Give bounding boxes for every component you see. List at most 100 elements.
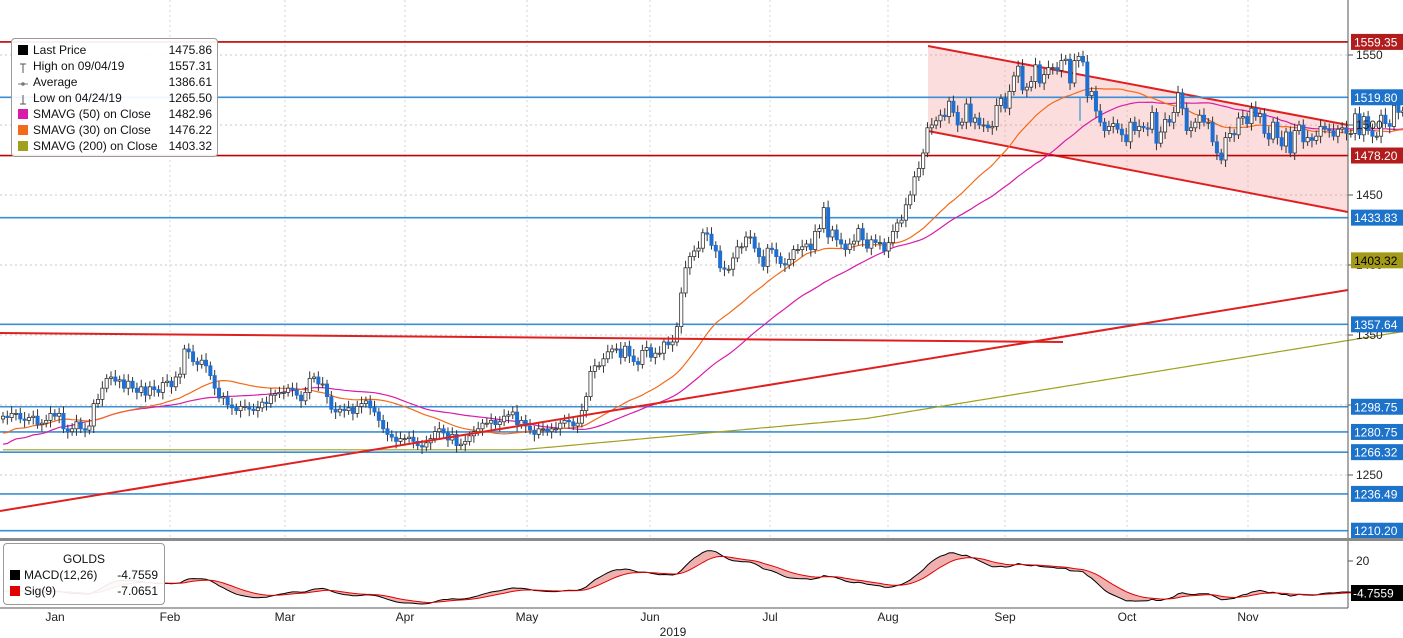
candle-body [480, 422, 485, 430]
candle-body [333, 408, 338, 413]
candle-body [1361, 116, 1366, 136]
sma30-line [2, 87, 1403, 435]
candle-body [160, 382, 165, 393]
candle-body [337, 408, 342, 413]
candle-body [834, 229, 839, 241]
legend-value: 1265.50 [168, 91, 212, 105]
candle-body [355, 405, 360, 414]
candle-body [139, 386, 144, 393]
macd-tick-label: 20 [1356, 554, 1370, 568]
candle-body [532, 429, 537, 435]
candle-body [402, 438, 407, 441]
candle-body [199, 359, 204, 365]
magenta-square-icon [18, 109, 28, 119]
candle-body [566, 419, 571, 423]
candle-body [778, 256, 783, 265]
candle-body [1322, 126, 1327, 130]
level-tag [1351, 398, 1403, 415]
candle-body [398, 438, 403, 442]
candle-body [1189, 127, 1194, 132]
candle-body [541, 428, 546, 431]
legend-label: SMAVG (200) on Close [33, 139, 158, 153]
candle-body [990, 126, 995, 129]
candle-body [1141, 126, 1146, 129]
candle-body [126, 380, 131, 389]
candle-body [623, 345, 628, 358]
trendlines [0, 289, 1349, 512]
candle-body [549, 428, 554, 432]
candle-body [260, 401, 265, 409]
legend-label: SMAVG (30) on Close [33, 123, 151, 137]
candle-body [251, 408, 256, 412]
black-square-icon [10, 570, 20, 580]
candle-body [394, 436, 399, 442]
legend-label: Average [33, 75, 78, 89]
x-tick-label: Mar [275, 610, 296, 624]
legend-value: 1476.22 [168, 123, 212, 137]
candle-body [506, 414, 511, 417]
candle-body [925, 127, 930, 154]
candle-body [1292, 130, 1297, 154]
level-tag-label: 1357.64 [1354, 318, 1398, 332]
high-marker-icon [18, 61, 28, 73]
red-square-icon [10, 586, 20, 596]
candle-body [882, 242, 887, 252]
candle-body [998, 98, 1003, 106]
candle-body [312, 376, 317, 379]
x-tick-label: Jul [762, 610, 777, 624]
candle-body [208, 365, 213, 376]
candle-body [670, 341, 675, 346]
candle-body [588, 370, 593, 397]
candle-body [0, 415, 6, 420]
level-tag-label: 1559.35 [1354, 35, 1398, 49]
candle-body [640, 349, 645, 365]
candle-body [1253, 107, 1258, 117]
candle-body [303, 391, 308, 402]
candle-body [981, 124, 986, 127]
candle-body [1309, 137, 1314, 141]
candle-body [234, 407, 239, 411]
candle-body [1266, 132, 1271, 140]
support-trendline [0, 289, 1349, 512]
candle-body [1115, 123, 1120, 130]
candle-body [286, 387, 291, 393]
candle-body [147, 386, 152, 396]
candle-body [674, 326, 679, 343]
candle-body [545, 428, 550, 432]
legend-value: 1386.61 [168, 75, 212, 89]
candle-body [346, 407, 351, 411]
level-tag-label: 1280.75 [1354, 425, 1398, 439]
candle-body [908, 194, 913, 206]
candle-body [78, 421, 83, 430]
candle-body [389, 433, 394, 438]
candle-body [1305, 137, 1310, 143]
candle-body [1240, 116, 1245, 119]
level-tag [1351, 316, 1403, 333]
candles [0, 50, 1403, 454]
legend-row-last-price: Last Price 1475.86 [16, 42, 212, 58]
candle-body [113, 376, 118, 382]
candle-body [938, 114, 943, 122]
candle-body [432, 431, 437, 440]
y-tick-label: 1250 [1356, 468, 1383, 482]
candle-body [1050, 67, 1055, 69]
candle-body [1150, 112, 1155, 130]
candle-body [70, 428, 75, 432]
candle-body [692, 250, 697, 257]
candle-body [787, 258, 792, 266]
candle-body [877, 242, 882, 245]
level-tag [1351, 444, 1403, 461]
candle-body [808, 243, 813, 250]
candle-body [977, 117, 982, 126]
candle-body [1011, 75, 1016, 92]
candle-body [437, 428, 442, 432]
candle-body [1145, 127, 1150, 130]
candle-body [1180, 92, 1185, 109]
candle-body [644, 347, 649, 351]
candle-body [238, 405, 243, 411]
candle-body [1089, 91, 1094, 97]
macd-legend: GOLDS MACD(12,26) -4.7559 Sig(9) -7.0651 [3, 543, 165, 605]
candle-body [1132, 121, 1137, 131]
candle-body [1219, 152, 1224, 161]
candle-body [847, 243, 852, 250]
